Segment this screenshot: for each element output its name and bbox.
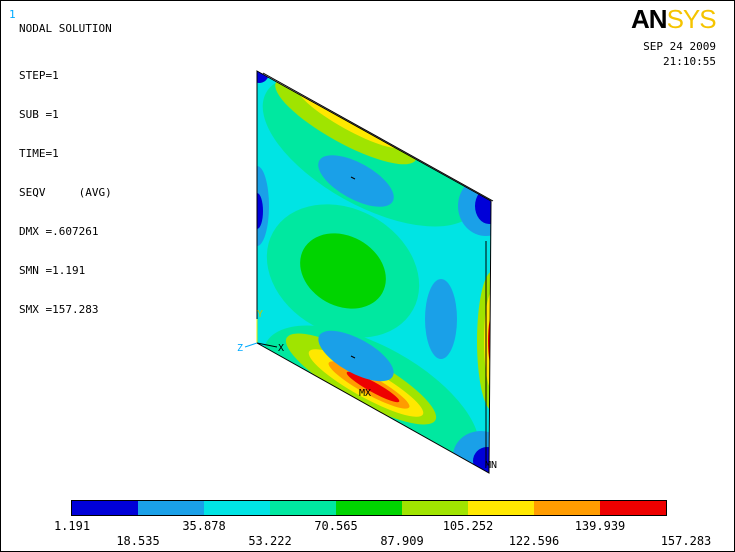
logo-part-an: AN: [631, 4, 668, 34]
contour-band: [425, 279, 457, 359]
legend-label: 1.191: [53, 519, 91, 533]
triad-x-axis: [256, 342, 278, 348]
legend-swatch: [402, 501, 468, 515]
legend-swatch: [204, 501, 270, 515]
plate-outline: [256, 70, 492, 474]
info-line-step: STEP=1: [19, 69, 59, 82]
contour-band: [484, 291, 491, 391]
legend-label: 122.596: [508, 534, 560, 548]
contour-band: [477, 271, 491, 411]
legend-swatch: [336, 501, 402, 515]
window-number: 1: [9, 8, 16, 21]
min-marker-tick: [350, 176, 356, 180]
contour-band: [257, 193, 263, 229]
plot-title: NODAL SOLUTION: [19, 22, 112, 35]
legend-swatch: [468, 501, 534, 515]
contour-band: [257, 71, 269, 83]
max-marker-tick: [350, 355, 356, 359]
solution-info: STEP=1 SUB =1 TIME=1 SEQV (AVG) DMX =.60…: [19, 46, 112, 343]
triad-z-label: Z: [237, 343, 243, 354]
legend-label: 105.252: [442, 519, 494, 533]
legend-swatch: [72, 501, 138, 515]
legend-label: 157.283: [660, 534, 712, 548]
info-line-sub: SUB =1: [19, 108, 59, 121]
legend-swatch: [600, 501, 666, 515]
legend-label: 35.878: [182, 519, 226, 533]
plot-date: SEP 24 2009: [643, 40, 716, 53]
legend-swatch: [138, 501, 204, 515]
info-line-smn: SMN =1.191: [19, 264, 86, 277]
legend-swatch: [534, 501, 600, 515]
contour-band: [475, 188, 491, 224]
max-marker-label: MX: [359, 388, 371, 399]
legend-swatch: [270, 501, 336, 515]
plot-time: 21:10:55: [663, 55, 716, 68]
info-line-time: TIME=1: [19, 147, 59, 160]
triad-y-label: Y: [257, 309, 263, 320]
min-marker-label: MN: [485, 460, 497, 471]
info-line-seqv: SEQV (AVG): [19, 186, 112, 199]
plate-edge: [262, 72, 494, 202]
contour-band: [318, 330, 394, 382]
legend-label: 139.939: [574, 519, 626, 533]
triad-z-axis: [244, 342, 258, 348]
legend-label: 53.222: [248, 534, 292, 548]
legend-label: 70.565: [314, 519, 358, 533]
logo-part-sys: SYS: [666, 4, 717, 34]
legend-label: 18.535: [116, 534, 160, 548]
contour-legend-bar: [71, 500, 667, 516]
triad-x-label: X: [278, 343, 284, 354]
info-line-smx: SMX =157.283: [19, 303, 99, 316]
contour-band: [318, 155, 394, 207]
contour-band: [257, 166, 269, 246]
info-line-dmx: DMX =.607261: [19, 225, 99, 238]
contour-band: [300, 233, 386, 309]
contour-band: [346, 371, 400, 403]
legend-label: 87.909: [380, 534, 424, 548]
ansys-logo: ANSYS: [631, 4, 726, 34]
